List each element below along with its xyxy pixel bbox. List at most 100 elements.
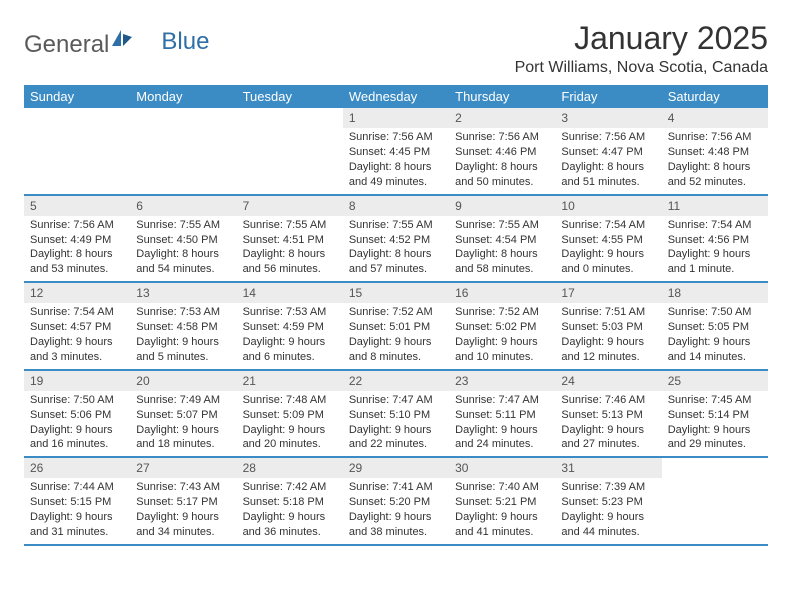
day-body: Sunrise: 7:56 AMSunset: 4:49 PMDaylight:… <box>24 218 130 281</box>
day-body: Sunrise: 7:56 AMSunset: 4:48 PMDaylight:… <box>662 130 768 193</box>
sunrise-line: Sunrise: 7:40 AM <box>455 480 549 495</box>
day-cell: 31Sunrise: 7:39 AMSunset: 5:23 PMDayligh… <box>555 458 661 544</box>
day-cell: 3Sunrise: 7:56 AMSunset: 4:47 PMDaylight… <box>555 108 661 194</box>
week-row: 12Sunrise: 7:54 AMSunset: 4:57 PMDayligh… <box>24 283 768 371</box>
day-cell-empty: . <box>237 108 343 194</box>
dow-friday: Friday <box>555 85 661 108</box>
day-cell: 21Sunrise: 7:48 AMSunset: 5:09 PMDayligh… <box>237 371 343 457</box>
day-cell: 16Sunrise: 7:52 AMSunset: 5:02 PMDayligh… <box>449 283 555 369</box>
sunrise-line: Sunrise: 7:49 AM <box>136 393 230 408</box>
sunrise-line: Sunrise: 7:50 AM <box>30 393 124 408</box>
sunset-line: Sunset: 5:13 PM <box>561 408 655 423</box>
sunrise-line: Sunrise: 7:52 AM <box>455 305 549 320</box>
day-body: Sunrise: 7:50 AMSunset: 5:06 PMDaylight:… <box>24 393 130 456</box>
dow-header-row: SundayMondayTuesdayWednesdayThursdayFrid… <box>24 85 768 108</box>
sunrise-line: Sunrise: 7:55 AM <box>136 218 230 233</box>
daylight-line: Daylight: 9 hours and 44 minutes. <box>561 510 655 540</box>
sunrise-line: Sunrise: 7:48 AM <box>243 393 337 408</box>
sunrise-line: Sunrise: 7:55 AM <box>455 218 549 233</box>
daylight-line: Daylight: 8 hours and 54 minutes. <box>136 247 230 277</box>
day-number: 18 <box>662 283 768 303</box>
daylight-line: Daylight: 9 hours and 27 minutes. <box>561 423 655 453</box>
sunrise-line: Sunrise: 7:56 AM <box>668 130 762 145</box>
daylight-line: Daylight: 8 hours and 58 minutes. <box>455 247 549 277</box>
sunrise-line: Sunrise: 7:47 AM <box>349 393 443 408</box>
sunset-line: Sunset: 4:50 PM <box>136 233 230 248</box>
sunset-line: Sunset: 4:47 PM <box>561 145 655 160</box>
sunrise-line: Sunrise: 7:46 AM <box>561 393 655 408</box>
daylight-line: Daylight: 8 hours and 52 minutes. <box>668 160 762 190</box>
day-cell: 20Sunrise: 7:49 AMSunset: 5:07 PMDayligh… <box>130 371 236 457</box>
sunset-line: Sunset: 4:59 PM <box>243 320 337 335</box>
day-body: Sunrise: 7:51 AMSunset: 5:03 PMDaylight:… <box>555 305 661 368</box>
sunrise-line: Sunrise: 7:39 AM <box>561 480 655 495</box>
day-cell: 11Sunrise: 7:54 AMSunset: 4:56 PMDayligh… <box>662 196 768 282</box>
sunset-line: Sunset: 4:49 PM <box>30 233 124 248</box>
day-body: Sunrise: 7:50 AMSunset: 5:05 PMDaylight:… <box>662 305 768 368</box>
daylight-line: Daylight: 9 hours and 16 minutes. <box>30 423 124 453</box>
day-body: Sunrise: 7:56 AMSunset: 4:46 PMDaylight:… <box>449 130 555 193</box>
sunrise-line: Sunrise: 7:53 AM <box>243 305 337 320</box>
day-number: 14 <box>237 283 343 303</box>
day-cell: 24Sunrise: 7:46 AMSunset: 5:13 PMDayligh… <box>555 371 661 457</box>
day-cell-empty: . <box>24 108 130 194</box>
day-cell: 27Sunrise: 7:43 AMSunset: 5:17 PMDayligh… <box>130 458 236 544</box>
daylight-line: Daylight: 8 hours and 53 minutes. <box>30 247 124 277</box>
day-cell: 23Sunrise: 7:47 AMSunset: 5:11 PMDayligh… <box>449 371 555 457</box>
day-number: 21 <box>237 371 343 391</box>
day-cell: 8Sunrise: 7:55 AMSunset: 4:52 PMDaylight… <box>343 196 449 282</box>
sunrise-line: Sunrise: 7:54 AM <box>561 218 655 233</box>
day-body: Sunrise: 7:44 AMSunset: 5:15 PMDaylight:… <box>24 480 130 543</box>
daylight-line: Daylight: 9 hours and 8 minutes. <box>349 335 443 365</box>
day-number: 24 <box>555 371 661 391</box>
day-number: 20 <box>130 371 236 391</box>
sunrise-line: Sunrise: 7:51 AM <box>561 305 655 320</box>
day-cell: 1Sunrise: 7:56 AMSunset: 4:45 PMDaylight… <box>343 108 449 194</box>
day-number: 12 <box>24 283 130 303</box>
day-number: 28 <box>237 458 343 478</box>
calendar: SundayMondayTuesdayWednesdayThursdayFrid… <box>24 85 768 546</box>
day-number: 29 <box>343 458 449 478</box>
day-body: Sunrise: 7:47 AMSunset: 5:10 PMDaylight:… <box>343 393 449 456</box>
day-cell: 18Sunrise: 7:50 AMSunset: 5:05 PMDayligh… <box>662 283 768 369</box>
daylight-line: Daylight: 9 hours and 14 minutes. <box>668 335 762 365</box>
sunrise-line: Sunrise: 7:55 AM <box>243 218 337 233</box>
day-number: 6 <box>130 196 236 216</box>
sunset-line: Sunset: 5:03 PM <box>561 320 655 335</box>
day-body: Sunrise: 7:55 AMSunset: 4:52 PMDaylight:… <box>343 218 449 281</box>
day-number: 8 <box>343 196 449 216</box>
daylight-line: Daylight: 9 hours and 38 minutes. <box>349 510 443 540</box>
sunset-line: Sunset: 5:11 PM <box>455 408 549 423</box>
sunrise-line: Sunrise: 7:56 AM <box>561 130 655 145</box>
sunrise-line: Sunrise: 7:54 AM <box>30 305 124 320</box>
sunrise-line: Sunrise: 7:56 AM <box>349 130 443 145</box>
sunset-line: Sunset: 4:58 PM <box>136 320 230 335</box>
day-number: 10 <box>555 196 661 216</box>
sunrise-line: Sunrise: 7:50 AM <box>668 305 762 320</box>
week-row: ...1Sunrise: 7:56 AMSunset: 4:45 PMDayli… <box>24 108 768 196</box>
sunset-line: Sunset: 4:45 PM <box>349 145 443 160</box>
day-body: Sunrise: 7:48 AMSunset: 5:09 PMDaylight:… <box>237 393 343 456</box>
sunset-line: Sunset: 5:10 PM <box>349 408 443 423</box>
daylight-line: Daylight: 9 hours and 20 minutes. <box>243 423 337 453</box>
daylight-line: Daylight: 9 hours and 1 minute. <box>668 247 762 277</box>
day-body: Sunrise: 7:46 AMSunset: 5:13 PMDaylight:… <box>555 393 661 456</box>
day-cell: 10Sunrise: 7:54 AMSunset: 4:55 PMDayligh… <box>555 196 661 282</box>
day-body: Sunrise: 7:42 AMSunset: 5:18 PMDaylight:… <box>237 480 343 543</box>
daylight-line: Daylight: 9 hours and 0 minutes. <box>561 247 655 277</box>
day-cell: 12Sunrise: 7:54 AMSunset: 4:57 PMDayligh… <box>24 283 130 369</box>
day-body: Sunrise: 7:39 AMSunset: 5:23 PMDaylight:… <box>555 480 661 543</box>
sunrise-line: Sunrise: 7:56 AM <box>30 218 124 233</box>
daylight-line: Daylight: 8 hours and 56 minutes. <box>243 247 337 277</box>
daylight-line: Daylight: 9 hours and 36 minutes. <box>243 510 337 540</box>
day-cell: 28Sunrise: 7:42 AMSunset: 5:18 PMDayligh… <box>237 458 343 544</box>
day-number: 26 <box>24 458 130 478</box>
day-cell: 6Sunrise: 7:55 AMSunset: 4:50 PMDaylight… <box>130 196 236 282</box>
sunset-line: Sunset: 5:06 PM <box>30 408 124 423</box>
day-cell: 7Sunrise: 7:55 AMSunset: 4:51 PMDaylight… <box>237 196 343 282</box>
day-number: 3 <box>555 108 661 128</box>
day-body: Sunrise: 7:55 AMSunset: 4:50 PMDaylight:… <box>130 218 236 281</box>
daylight-line: Daylight: 9 hours and 41 minutes. <box>455 510 549 540</box>
sunset-line: Sunset: 4:52 PM <box>349 233 443 248</box>
day-cell: 29Sunrise: 7:41 AMSunset: 5:20 PMDayligh… <box>343 458 449 544</box>
